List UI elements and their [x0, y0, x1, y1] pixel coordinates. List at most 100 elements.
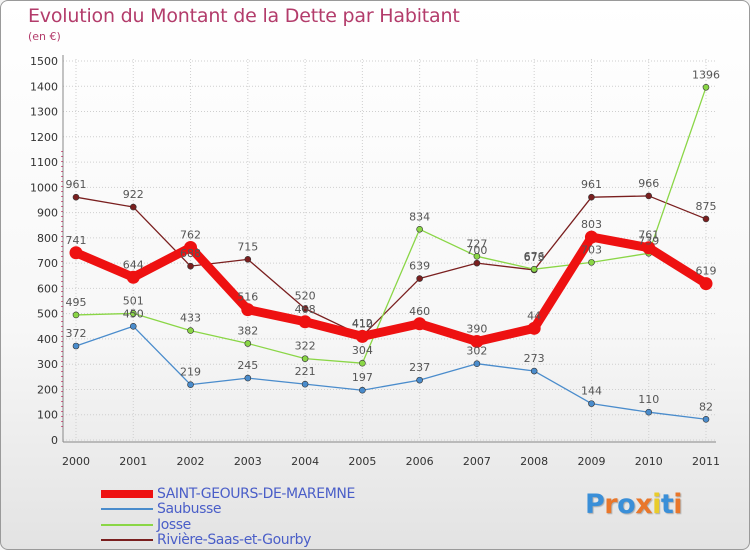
- data-point-riviere-saas-et-gourby: [416, 275, 423, 282]
- data-label-saint-geours-de-maremne: 644: [123, 258, 144, 271]
- logo-letter: i: [673, 489, 683, 520]
- y-tick-label: 600: [37, 282, 58, 295]
- x-tick-label: 2003: [234, 455, 262, 468]
- data-label-riviere-saas-et-gourby: 520: [295, 290, 316, 303]
- chart-title: Evolution du Montant de la Dette par Hab…: [28, 5, 460, 27]
- legend-swatch-saint-geours: [101, 489, 153, 498]
- data-point-saubusse: [244, 374, 252, 382]
- data-label-saubusse: 450: [123, 307, 144, 320]
- data-label-saint-geours-de-maremne: 762: [180, 228, 201, 241]
- proxiti-logo: Proxiti: [585, 489, 683, 520]
- data-point-saubusse: [359, 386, 366, 394]
- data-label-saint-geours-de-maremne: 468: [295, 303, 316, 316]
- data-label-josse: 322: [295, 340, 316, 353]
- data-point-saint-geours-de-maremne: [184, 240, 198, 254]
- data-point-josse: [244, 340, 252, 347]
- data-point-saubusse: [473, 360, 481, 367]
- data-label-saint-geours-de-maremne: 803: [581, 218, 602, 231]
- data-label-saubusse: 221: [295, 365, 316, 378]
- logo-letter: x: [635, 489, 653, 520]
- data-point-saubusse: [588, 400, 595, 407]
- data-point-riviere-saas-et-gourby: [187, 262, 194, 270]
- legend-label-riviere: Rivière-Saas-et-Gourby: [157, 532, 311, 549]
- data-label-josse: 834: [409, 210, 430, 223]
- data-point-saint-geours-de-maremne: [298, 315, 312, 329]
- data-label-riviere-saas-et-gourby: 700: [466, 244, 487, 257]
- data-label-saubusse: 372: [66, 327, 87, 340]
- data-label-riviere-saas-et-gourby: 922: [123, 188, 144, 201]
- data-point-josse: [416, 225, 423, 233]
- data-point-riviere-saas-et-gourby: [129, 203, 137, 211]
- data-point-saubusse: [129, 322, 137, 330]
- y-tick-label: 400: [37, 333, 58, 346]
- data-point-josse: [187, 327, 194, 334]
- data-label-riviere-saas-et-gourby: 412: [352, 317, 373, 330]
- x-tick-label: 2008: [520, 455, 548, 468]
- data-label-riviere-saas-et-gourby: 715: [237, 240, 258, 253]
- legend-swatch-josse: [101, 523, 153, 526]
- data-point-riviere-saas-et-gourby: [588, 193, 595, 201]
- data-point-saint-geours-de-maremne: [355, 329, 369, 343]
- data-point-riviere-saas-et-gourby: [702, 215, 710, 223]
- x-tick-label: 2009: [577, 455, 605, 468]
- data-label-riviere-saas-et-gourby: 673: [524, 251, 545, 264]
- series-line-josse: [75, 86, 707, 364]
- legend-swatch-riviere: [101, 539, 153, 542]
- y-tick-label: 0: [51, 434, 58, 447]
- y-tick-label: 200: [37, 383, 58, 396]
- data-label-josse: 304: [352, 344, 373, 357]
- y-tick-label: 800: [37, 232, 58, 245]
- data-point-saint-geours-de-maremne: [241, 303, 255, 317]
- x-tick-label: 2006: [406, 455, 434, 468]
- data-point-josse: [359, 359, 366, 367]
- data-label-josse: 739: [638, 234, 659, 247]
- series-line-saint-geours-de-maremne: [71, 232, 711, 346]
- data-label-josse: 727: [466, 237, 487, 250]
- legend-item-saint-geours: SAINT-GEOURS-DE-MAREMNE: [101, 486, 355, 502]
- data-label-saint-geours-de-maremne: 619: [696, 265, 717, 278]
- data-label-saubusse: 82: [699, 400, 713, 413]
- data-point-saint-geours-de-maremne: [527, 321, 541, 335]
- data-label-josse: 433: [180, 312, 201, 325]
- data-label-riviere-saas-et-gourby: 875: [696, 200, 717, 213]
- data-point-saint-geours-de-maremne: [413, 317, 427, 331]
- data-label-josse: 501: [123, 294, 144, 307]
- data-point-saubusse: [72, 342, 80, 350]
- legend-label-saint-geours: SAINT-GEOURS-DE-MAREMNE: [157, 485, 355, 502]
- x-tick-label: 2001: [119, 455, 147, 468]
- data-label-saint-geours-de-maremne: 44: [527, 309, 541, 322]
- data-point-riviere-saas-et-gourby: [645, 192, 653, 200]
- data-point-josse: [588, 259, 595, 266]
- logo-letter: o: [617, 489, 636, 520]
- data-point-saubusse: [187, 381, 194, 388]
- data-label-saint-geours-de-maremne: 390: [466, 322, 487, 335]
- data-point-riviere-saas-et-gourby: [244, 256, 252, 263]
- data-label-saubusse: 245: [237, 359, 258, 372]
- x-tick-label: 2005: [348, 455, 376, 468]
- data-point-josse: [530, 265, 538, 273]
- legend-item-saubusse: Saubusse: [101, 501, 355, 517]
- data-point-saint-geours-de-maremne: [126, 270, 140, 284]
- series-line-riviere-saas-et-gourby: [75, 195, 707, 337]
- data-point-josse: [72, 311, 80, 319]
- data-point-riviere-saas-et-gourby: [473, 259, 481, 267]
- data-label-riviere-saas-et-gourby: 961: [581, 178, 602, 191]
- legend: SAINT-GEOURS-DE-MAREMNE Saubusse Josse R…: [101, 486, 355, 548]
- data-label-riviere-saas-et-gourby: 966: [638, 177, 659, 190]
- data-label-saint-geours-de-maremne: 761: [638, 229, 659, 242]
- data-point-josse: [473, 253, 481, 260]
- y-tick-label: 500: [37, 308, 58, 321]
- data-point-saubusse: [645, 408, 653, 416]
- data-point-saubusse: [416, 376, 423, 384]
- data-label-josse: 1396: [692, 68, 720, 81]
- y-tick-label: 1100: [30, 156, 58, 169]
- data-label-saubusse: 144: [581, 385, 602, 398]
- series-line-saubusse: [75, 325, 707, 420]
- x-tick-label: 2002: [177, 455, 205, 468]
- data-label-josse: 495: [66, 296, 87, 309]
- data-point-riviere-saas-et-gourby: [72, 193, 80, 201]
- data-point-saubusse: [702, 415, 710, 423]
- data-label-saubusse: 197: [352, 371, 373, 384]
